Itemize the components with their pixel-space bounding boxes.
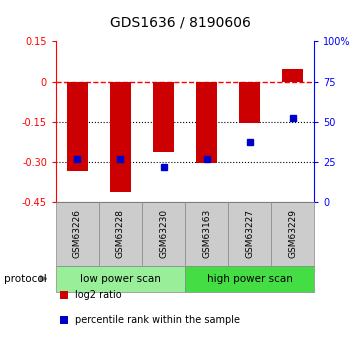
Bar [239,81,260,123]
Bar [110,81,131,193]
Bar [196,81,217,163]
Text: GSM63163: GSM63163 [202,209,211,258]
Text: GSM63227: GSM63227 [245,209,254,258]
Text: GSM63228: GSM63228 [116,209,125,258]
Bar [153,81,174,152]
Text: GSM63226: GSM63226 [73,209,82,258]
Text: percentile rank within the sample: percentile rank within the sample [75,315,240,325]
Bar [67,81,88,171]
Text: low power scan: low power scan [80,274,161,284]
Text: protocol: protocol [4,274,46,284]
Text: GSM63230: GSM63230 [159,209,168,258]
Bar [282,69,303,81]
Text: GDS1636 / 8190606: GDS1636 / 8190606 [110,16,251,30]
Text: log2 ratio: log2 ratio [75,290,121,300]
Text: high power scan: high power scan [206,274,292,284]
Text: GSM63229: GSM63229 [288,209,297,258]
